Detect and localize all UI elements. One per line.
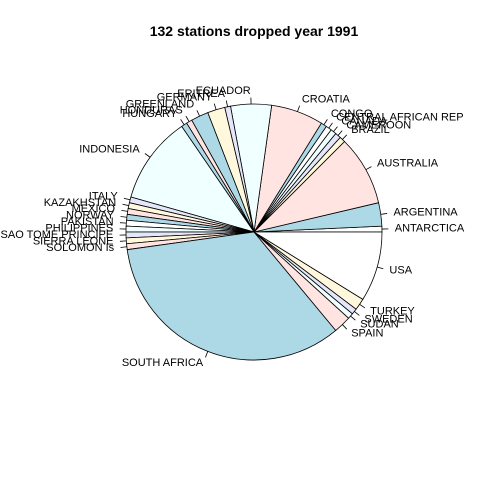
pie-slice-south-africa — [126, 231, 337, 361]
leader-line-eritrea — [225, 100, 228, 107]
slice-label-italy: ITALY — [89, 191, 119, 203]
slice-label-sierra-leone: SIERRA LEONE — [33, 236, 114, 248]
slice-label-indonesia: INDONESIA — [79, 144, 140, 156]
slice-label-kazakhstan: KAZAKHSTAN — [44, 197, 117, 209]
slice-label-cameroon: CAMEROON — [346, 120, 411, 132]
slice-label-norway: NORWAY — [66, 210, 115, 222]
leader-line-honduras — [185, 115, 190, 122]
slice-label-australia: AUSTRALIA — [377, 157, 439, 169]
leader-line-norway — [120, 216, 127, 218]
slice-label-sudan: SUDAN — [360, 318, 399, 330]
slice-label-brazil: BRAZIL — [351, 124, 390, 136]
slice-label-hungary: HUNGARY — [122, 108, 177, 120]
slice-label-solomon-is: SOLOMON Is — [46, 242, 114, 254]
pie-slices — [125, 103, 383, 361]
leader-line-kazakhstan — [122, 203, 129, 206]
slice-label-greenland: GREENLAND — [126, 98, 195, 110]
leader-line-croatia — [297, 105, 301, 112]
leader-line-mexico — [121, 209, 128, 212]
leader-line-central-african-rep — [328, 122, 333, 129]
slice-label-croatia: CROATIA — [302, 93, 351, 105]
slice-label-germany: GERMANY — [157, 91, 213, 103]
leader-line-turkey — [359, 304, 366, 309]
leader-line-greenland — [196, 110, 200, 117]
slice-label-sao-tome-principe: SAO TOME PRINCIPE — [1, 229, 114, 241]
leader-line-brazil — [342, 134, 348, 140]
leader-line-germany — [213, 103, 217, 110]
slice-label-eritrea: ERITREA — [177, 88, 225, 100]
slice-label-honduras: HONDURAS — [120, 105, 183, 117]
leader-line-italy — [123, 197, 131, 201]
leader-line-argentina — [380, 213, 388, 215]
leader-line-hungary — [180, 119, 185, 125]
label-leaders — [119, 97, 389, 358]
slice-label-south-africa: SOUTH AFRICA — [122, 357, 204, 369]
leader-line-canada — [333, 126, 338, 132]
leader-line-sweden — [354, 311, 360, 316]
leader-line-spain — [342, 324, 348, 330]
slice-label-pakistan: PAKISTAN — [61, 216, 114, 228]
slice-label-mexico: MEXICO — [72, 203, 116, 215]
leader-line-congo — [323, 119, 328, 125]
leader-line-solomon-is — [120, 246, 127, 248]
slice-label-philippines: PHILIPPINES — [45, 223, 113, 235]
leader-line-indonesia — [144, 153, 151, 158]
leader-line-australia — [365, 166, 372, 171]
slice-label-turkey: TURKEY — [370, 305, 415, 317]
chart-title: 132 stations dropped year 1991 — [150, 23, 359, 39]
leader-line-sudan — [350, 315, 356, 321]
slice-label-congo: CONGO — [331, 108, 373, 120]
slice-labels: ANTARCTICA ARGENTINA AUSTRALIA BRAZILCAMERO… — [1, 85, 465, 369]
leader-line-cameroon — [337, 130, 343, 136]
leader-line-usa — [377, 266, 384, 270]
slice-label-central-african-rep: CENTRAL AFRICAN REP — [336, 112, 463, 124]
slice-label-spain: SPAIN — [351, 328, 383, 340]
slice-label-canada: CANADA — [341, 116, 388, 128]
leader-line-south-africa — [205, 351, 209, 358]
slice-label-sweden: SWEDEN — [364, 313, 412, 325]
slice-label-usa: USA — [389, 264, 412, 276]
slice-label-antarctica: ANTARCTICA — [395, 223, 465, 235]
slice-label-argentina: ARGENTINA — [393, 206, 458, 218]
slice-label-ecuador: ECUADOR — [196, 85, 251, 97]
